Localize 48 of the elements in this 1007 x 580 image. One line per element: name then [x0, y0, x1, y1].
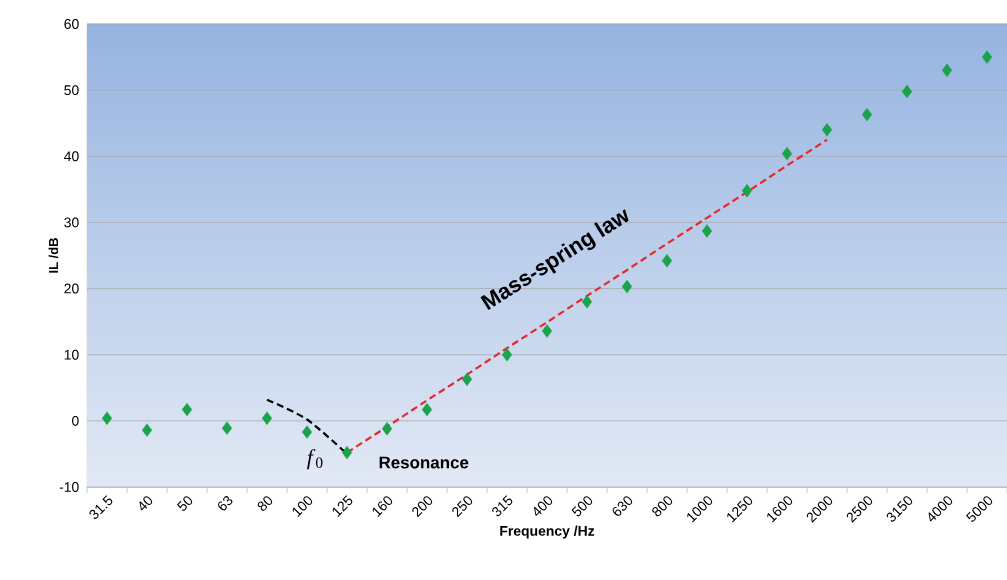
x-tick-label: 315 [492, 495, 513, 517]
point [301, 425, 313, 439]
x-tick-label: 250 [452, 496, 473, 518]
x-axis-title: Frequency /Hz [500, 525, 595, 539]
y-tick-label: 50 [64, 85, 79, 96]
y-tick-label: -10 [59, 482, 79, 492]
y-tick-label: 40 [64, 151, 79, 162]
x-tick-label: 160 [372, 496, 393, 517]
x-tick-label: 80 [257, 496, 273, 511]
point [461, 372, 473, 386]
y-tick-label: 20 [64, 283, 79, 294]
point [941, 63, 953, 77]
point [341, 445, 353, 460]
point [781, 146, 793, 161]
point [861, 107, 873, 122]
point [141, 423, 153, 437]
x-tick-label: 630 [612, 496, 633, 516]
x-tick-label: 800 [652, 496, 673, 517]
point [621, 279, 633, 294]
x-tick-label: 125 [332, 495, 353, 517]
x-tick-label: 500 [571, 496, 593, 517]
annotation: f$_{0}$ [307, 449, 323, 470]
point [381, 422, 393, 436]
y-tick-label: 10 [64, 349, 79, 360]
y-tick-label: 30 [64, 217, 79, 228]
point [981, 50, 993, 64]
point [901, 84, 913, 99]
x-tick-label: 63 [218, 496, 233, 511]
point [501, 348, 513, 362]
point [101, 411, 113, 425]
point [221, 421, 233, 435]
y-tick-label: 60 [64, 19, 79, 29]
y-tick-label: 0 [72, 415, 79, 426]
point [181, 402, 193, 417]
point [741, 184, 753, 198]
y-axis-title: IL /dB [48, 238, 59, 273]
point [261, 411, 273, 425]
x-tick-label: 50 [176, 496, 193, 511]
x-tick-label: 200 [412, 496, 433, 518]
point [701, 224, 713, 238]
annotation: Resonance [379, 456, 469, 469]
x-tick-label: 100 [292, 496, 313, 517]
point [821, 123, 833, 137]
x-tick-label: 40 [139, 496, 153, 511]
point [541, 324, 553, 338]
x-tick-label: 400 [534, 496, 553, 516]
point [661, 254, 673, 268]
point [421, 402, 433, 417]
